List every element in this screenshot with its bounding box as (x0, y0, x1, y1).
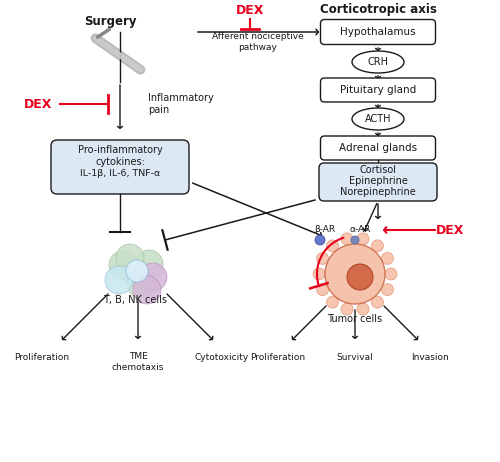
Ellipse shape (352, 51, 404, 73)
Circle shape (326, 296, 338, 308)
Circle shape (382, 284, 394, 296)
Text: DEX: DEX (24, 97, 52, 110)
Circle shape (127, 270, 155, 298)
Circle shape (351, 236, 359, 244)
Circle shape (135, 250, 163, 278)
Text: TME
chemotaxis: TME chemotaxis (112, 353, 164, 372)
Text: DEX: DEX (236, 4, 264, 17)
Circle shape (341, 303, 353, 315)
Text: Pituitary gland: Pituitary gland (340, 85, 416, 95)
Text: Proliferation: Proliferation (14, 353, 70, 361)
Text: Tumor cells: Tumor cells (328, 314, 382, 324)
Text: Afferent nociceptive
pathway: Afferent nociceptive pathway (212, 32, 304, 52)
Text: Invasion: Invasion (411, 353, 449, 361)
Circle shape (126, 260, 148, 282)
Circle shape (116, 244, 144, 272)
Text: Corticotropic axis: Corticotropic axis (320, 4, 436, 17)
Circle shape (316, 252, 328, 264)
Text: Hypothalamus: Hypothalamus (340, 27, 416, 37)
Text: Survival: Survival (336, 353, 374, 361)
Circle shape (121, 258, 149, 286)
Text: Adrenal glands: Adrenal glands (339, 143, 417, 153)
Ellipse shape (352, 108, 404, 130)
Text: cytokines:: cytokines: (95, 157, 145, 167)
Circle shape (316, 284, 328, 296)
Circle shape (341, 233, 353, 245)
FancyBboxPatch shape (320, 19, 436, 44)
Text: Norepinephrine: Norepinephrine (340, 187, 416, 197)
Circle shape (315, 235, 325, 245)
FancyBboxPatch shape (319, 163, 437, 201)
Text: α-AR: α-AR (350, 225, 370, 235)
Circle shape (372, 240, 384, 252)
Text: T, B, NK cells: T, B, NK cells (103, 295, 167, 305)
Circle shape (382, 252, 394, 264)
Text: Inflammatory
pain: Inflammatory pain (148, 93, 214, 115)
Text: CRH: CRH (368, 57, 388, 67)
FancyBboxPatch shape (51, 140, 189, 194)
FancyBboxPatch shape (320, 136, 436, 160)
Circle shape (325, 244, 385, 304)
Text: Proliferation: Proliferation (250, 353, 306, 361)
Circle shape (372, 296, 384, 308)
Circle shape (347, 264, 373, 290)
Circle shape (109, 251, 137, 279)
Text: Cytotoxicity: Cytotoxicity (195, 353, 249, 361)
Circle shape (139, 263, 167, 291)
Circle shape (133, 276, 161, 304)
Text: ACTH: ACTH (365, 114, 391, 124)
Text: Cortisol: Cortisol (360, 165, 397, 175)
Circle shape (357, 233, 369, 245)
Circle shape (313, 268, 325, 280)
Circle shape (385, 268, 397, 280)
Circle shape (105, 266, 133, 294)
Text: Pro-inflammatory: Pro-inflammatory (78, 145, 162, 155)
Text: Surgery: Surgery (84, 16, 136, 29)
Circle shape (326, 240, 338, 252)
Circle shape (357, 303, 369, 315)
FancyBboxPatch shape (320, 78, 436, 102)
Text: IL-1β, IL-6, TNF-α: IL-1β, IL-6, TNF-α (80, 170, 160, 178)
Text: DEX: DEX (436, 224, 464, 237)
Text: β-AR: β-AR (314, 225, 336, 235)
Text: Epinephrine: Epinephrine (348, 176, 408, 186)
